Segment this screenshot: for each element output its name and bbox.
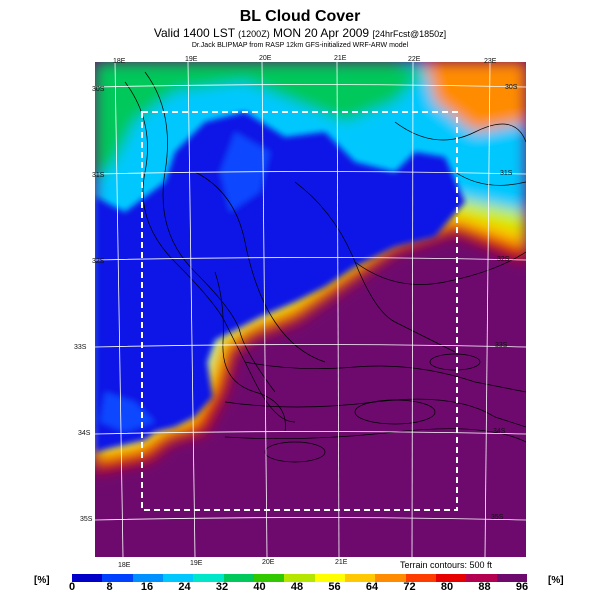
model-credit: Dr.Jack BLIPMAP from RASP 12km GFS-initi…	[191, 42, 409, 49]
lon-label: 19E	[190, 560, 203, 567]
colorbar-swatch	[193, 574, 224, 582]
valid-time-main: Valid 1400 LST	[153, 26, 235, 40]
colorbar-swatch	[435, 574, 467, 582]
forecast-info: [24hrFcst@1850z]	[372, 29, 447, 39]
domain-boundary	[141, 111, 458, 511]
lon-label: 23E	[484, 58, 497, 65]
lat-label: 34S	[493, 428, 506, 435]
colorbar	[72, 574, 527, 582]
colorbar-label: 0	[68, 581, 76, 593]
lon-label: 21E	[335, 559, 348, 566]
lat-label: 32S	[497, 256, 510, 263]
lon-label: 20E	[259, 55, 272, 62]
colorbar-swatch	[284, 574, 315, 582]
lat-label: 33S	[74, 344, 87, 351]
low-cover-region	[95, 112, 465, 452]
colorbar-label: 88	[478, 581, 491, 593]
colorbar-swatch	[223, 574, 254, 582]
colorbar-swatch	[102, 574, 133, 582]
colorbar-label: 56	[328, 581, 341, 593]
terrain-note: Terrain contours: 500 ft	[400, 560, 493, 570]
colorbar-label: 48	[290, 581, 304, 593]
lon-label: 21E	[334, 55, 347, 62]
colorbar-label: 80	[440, 581, 454, 593]
colorbar-label: 64	[365, 581, 379, 593]
lon-label: 22E	[408, 56, 421, 63]
colorbar-swatch	[344, 574, 376, 582]
lon-label: 20E	[262, 559, 275, 566]
colorbar-label: 96	[515, 581, 529, 593]
lat-label: 31S	[92, 172, 105, 179]
colorbar-swatch	[72, 574, 103, 582]
lat-label: 31S	[500, 170, 513, 177]
colorbar-label: 16	[140, 581, 154, 593]
lat-label: 33S	[495, 342, 508, 349]
colorbar-swatch	[466, 574, 497, 582]
colorbar-swatch	[162, 574, 194, 582]
cloud-cover-map	[95, 62, 526, 557]
colorbar-swatch	[375, 574, 406, 582]
lat-label: 35S	[491, 514, 504, 521]
map-title: BL Cloud Cover	[239, 8, 361, 25]
colorbar-swatch	[405, 574, 436, 582]
lon-label: 18E	[113, 58, 126, 65]
lat-label: 32S	[92, 258, 105, 265]
lat-label: 35S	[80, 516, 93, 523]
colorbar-swatch	[314, 574, 345, 582]
colorbar-swatch	[496, 574, 527, 582]
lat-label: 30S	[92, 86, 105, 93]
colorbar-unit-left: [%]	[34, 575, 50, 586]
graticule	[95, 62, 526, 557]
lon-label: 18E	[118, 562, 131, 569]
valid-time-utc: (1200Z)	[238, 29, 270, 39]
colorbar-swatch	[253, 574, 285, 582]
lat-label: 34S	[78, 430, 91, 437]
lat-label: 30S	[505, 84, 518, 91]
colorbar-unit-right: [%]	[548, 575, 564, 586]
colorbar-label: 32	[215, 581, 229, 593]
valid-date: MON 20 Apr 2009	[273, 26, 370, 40]
colorbar-swatch	[132, 574, 163, 582]
lon-label: 19E	[185, 56, 198, 63]
colorbar-label: 8	[106, 581, 113, 593]
colorbar-label: 72	[403, 581, 416, 593]
valid-time: Valid 1400 LST (1200Z) MON 20 Apr 2009 […	[0, 26, 600, 40]
colorbar-label: 24	[178, 581, 191, 593]
colorbar-label: 40	[253, 581, 266, 593]
